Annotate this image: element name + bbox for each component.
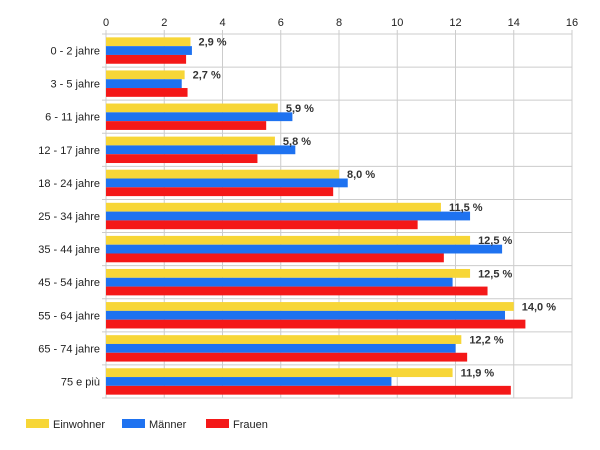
data-label: 8,0 %	[347, 169, 375, 181]
data-label: 11,5 %	[449, 202, 483, 214]
x-tick-label: 4	[219, 17, 225, 29]
bar-einwohner	[106, 136, 275, 146]
bar-einwohner	[106, 103, 278, 113]
x-tick-label: 12	[449, 17, 461, 29]
bar-mnner	[106, 377, 392, 386]
legend-swatch	[206, 419, 229, 428]
category-label: 75 e più	[61, 376, 100, 388]
legend-label: Frauen	[233, 419, 268, 431]
bar-mnner	[106, 343, 456, 353]
bar-einwohner	[106, 37, 191, 47]
bar-mnner	[106, 277, 453, 287]
bar-frauen	[106, 319, 526, 329]
bar-einwohner	[106, 335, 462, 344]
bar-frauen	[106, 121, 267, 130]
category-label: 18 - 24 jahre	[38, 178, 100, 190]
bar-frauen	[106, 187, 334, 197]
bar-frauen	[106, 286, 488, 296]
bar-mnner	[106, 310, 506, 320]
data-label: 12,2 %	[469, 334, 503, 346]
bar-einwohner	[106, 202, 441, 212]
bar-frauen	[106, 54, 187, 64]
category-label: 3 - 5 jahre	[50, 79, 100, 91]
legend-label: Männer	[149, 419, 187, 431]
category-label: 12 - 17 jahre	[38, 145, 100, 157]
bar-mnner	[106, 244, 503, 254]
x-tick-label: 8	[336, 17, 342, 29]
category-label: 6 - 11 jahre	[45, 112, 100, 124]
bar-einwohner	[106, 368, 453, 378]
bar-einwohner	[106, 235, 471, 245]
bar-mnner	[106, 211, 471, 221]
x-tick-label: 6	[278, 17, 284, 29]
x-tick-label: 14	[508, 17, 520, 29]
category-label: 25 - 34 jahre	[38, 211, 100, 223]
bar-mnner	[106, 79, 182, 89]
data-label: 14,0 %	[522, 301, 556, 313]
category-label: 65 - 74 jahre	[38, 343, 100, 355]
data-label: 2,9 %	[198, 37, 226, 49]
bar-einwohner	[106, 169, 339, 179]
bar-mnner	[106, 178, 348, 188]
data-label: 5,8 %	[283, 136, 311, 148]
legend-swatch	[122, 419, 145, 428]
data-label: 12,5 %	[478, 235, 512, 247]
bar-frauen	[106, 352, 468, 362]
bar-mnner	[106, 145, 296, 155]
data-label: 12,5 %	[478, 268, 512, 280]
data-label: 2,7 %	[193, 70, 221, 82]
bar-frauen	[106, 385, 511, 395]
data-label: 11,9 %	[461, 368, 495, 380]
bar-frauen	[106, 88, 188, 97]
bar-frauen	[106, 253, 444, 263]
legend-label: Einwohner	[53, 419, 105, 431]
bar-einwohner	[106, 268, 471, 278]
x-tick-label: 10	[391, 17, 403, 29]
bar-frauen	[106, 220, 418, 230]
category-label: 45 - 54 jahre	[38, 277, 100, 289]
bar-einwohner	[106, 70, 185, 80]
bar-frauen	[106, 154, 258, 164]
data-label: 5,9 %	[286, 103, 314, 115]
category-label: 0 - 2 jahre	[50, 46, 100, 58]
bar-mnner	[106, 46, 192, 55]
legend-swatch	[26, 419, 49, 428]
bar-mnner	[106, 112, 293, 122]
x-tick-label: 0	[103, 17, 109, 29]
category-label: 35 - 44 jahre	[38, 244, 100, 256]
category-label: 55 - 64 jahre	[38, 310, 100, 322]
x-tick-label: 2	[161, 17, 167, 29]
x-tick-label: 16	[566, 17, 578, 29]
bar-einwohner	[106, 302, 514, 311]
